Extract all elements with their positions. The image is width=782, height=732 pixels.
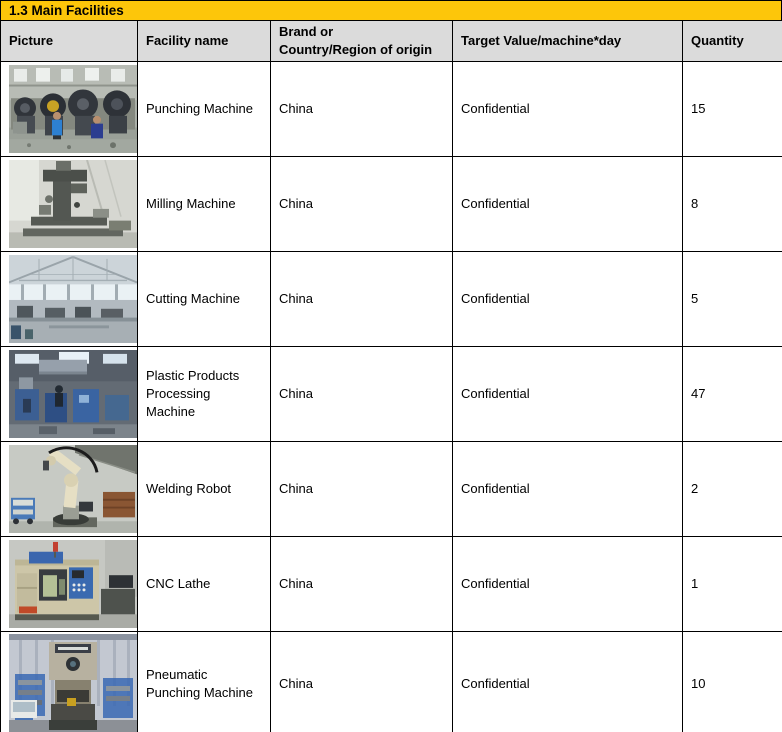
origin-cell: China xyxy=(270,60,453,157)
origin-cell: China xyxy=(270,630,453,732)
column-header-origin: Brand or Country/Region of origin xyxy=(270,20,453,62)
picture-cell xyxy=(0,345,138,442)
picture-cell xyxy=(0,250,138,347)
facility-name-cell: Plastic Products Processing Machine xyxy=(137,345,271,442)
column-header-picture: Picture xyxy=(0,20,138,62)
quantity-cell: 2 xyxy=(682,440,782,537)
plastic-products-processing-machine-photo xyxy=(9,349,137,438)
picture-cell xyxy=(0,60,138,157)
pneumatic-punching-machine-photo xyxy=(9,633,137,732)
origin-cell: China xyxy=(270,250,453,347)
table-row: Pneumatic Punching Machine China Confide… xyxy=(0,630,782,732)
milling-machine-photo xyxy=(9,159,137,248)
punching-machine-photo xyxy=(9,64,137,153)
facility-name-cell: CNC Lathe xyxy=(137,535,271,632)
column-header-quantity: Quantity xyxy=(682,20,782,62)
target-value-cell: Confidential xyxy=(452,345,683,442)
origin-cell: China xyxy=(270,155,453,252)
picture-cell xyxy=(0,440,138,537)
quantity-cell: 15 xyxy=(682,60,782,157)
welding-robot-photo xyxy=(9,444,137,533)
table-header-row: Picture Facility name Brand or Country/R… xyxy=(0,20,782,62)
target-value-cell: Confidential xyxy=(452,60,683,157)
section-title: 1.3 Main Facilities xyxy=(9,3,124,18)
target-value-cell: Confidential xyxy=(452,630,683,732)
target-value-cell: Confidential xyxy=(452,440,683,537)
quantity-cell: 10 xyxy=(682,630,782,732)
facility-name-cell: Pneumatic Punching Machine xyxy=(137,630,271,732)
table-row: Punching Machine China Confidential 15 xyxy=(0,60,782,157)
picture-cell xyxy=(0,155,138,252)
origin-cell: China xyxy=(270,535,453,632)
facility-name-cell: Cutting Machine xyxy=(137,250,271,347)
picture-cell xyxy=(0,630,138,732)
target-value-cell: Confidential xyxy=(452,155,683,252)
facility-name-cell: Welding Robot xyxy=(137,440,271,537)
quantity-cell: 47 xyxy=(682,345,782,442)
facility-name-cell: Milling Machine xyxy=(137,155,271,252)
cnc-lathe-photo xyxy=(9,539,137,628)
column-header-target-value: Target Value/machine*day xyxy=(452,20,683,62)
facilities-table: Picture Facility name Brand or Country/R… xyxy=(0,20,782,732)
target-value-cell: Confidential xyxy=(452,250,683,347)
quantity-cell: 5 xyxy=(682,250,782,347)
facility-name-cell: Punching Machine xyxy=(137,60,271,157)
table-row: Milling Machine China Confidential 8 xyxy=(0,155,782,252)
quantity-cell: 1 xyxy=(682,535,782,632)
table-row: Plastic Products Processing Machine Chin… xyxy=(0,345,782,442)
cutting-machine-photo xyxy=(9,254,137,343)
table-row: CNC Lathe China Confidential 1 xyxy=(0,535,782,632)
section-title-bar: 1.3 Main Facilities xyxy=(0,0,782,21)
picture-cell xyxy=(0,535,138,632)
quantity-cell: 8 xyxy=(682,155,782,252)
origin-cell: China xyxy=(270,345,453,442)
table-row: Cutting Machine China Confidential 5 xyxy=(0,250,782,347)
column-header-facility-name: Facility name xyxy=(137,20,271,62)
origin-cell: China xyxy=(270,440,453,537)
target-value-cell: Confidential xyxy=(452,535,683,632)
table-row: Welding Robot China Confidential 2 xyxy=(0,440,782,537)
